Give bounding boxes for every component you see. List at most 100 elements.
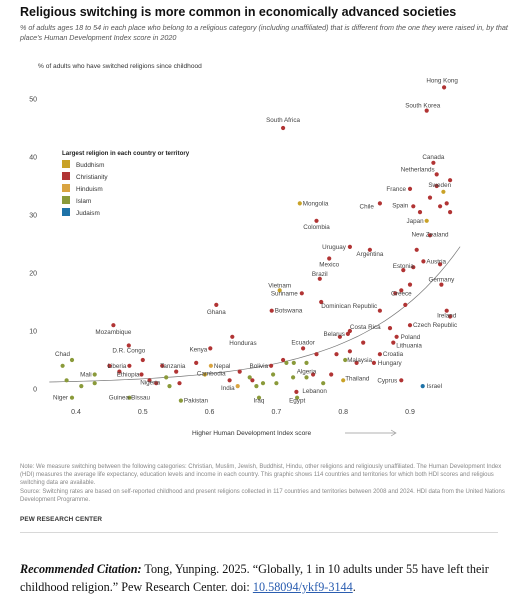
citation-text: Tong, Yunping. 2025. “Globally, 1 in 10 … xyxy=(20,562,489,594)
data-point xyxy=(274,381,279,386)
data-point xyxy=(337,334,342,339)
data-point xyxy=(438,204,443,209)
data-point xyxy=(291,375,296,380)
data-point xyxy=(444,201,449,206)
point-label-brazil: Brazil xyxy=(312,271,328,278)
point-label-japan: Japan xyxy=(407,218,425,225)
point-label-pakistan: Pakistan xyxy=(184,398,209,405)
point-label-cambodia: Cambodia xyxy=(197,371,226,378)
point-egypt xyxy=(295,395,300,400)
point-label-hong-kong: Hong Kong xyxy=(426,77,458,84)
point-mali xyxy=(92,372,97,377)
point-label-liberia: Liberia xyxy=(107,363,126,370)
chart-note: Note: We measure switching between the f… xyxy=(20,464,502,487)
data-point xyxy=(361,340,366,345)
point-niger xyxy=(69,395,75,400)
point-greece xyxy=(399,288,404,293)
point-label-croatia: Croatia xyxy=(383,351,404,358)
data-point xyxy=(194,360,199,365)
point-label-vietnam: Vietnam xyxy=(268,282,291,289)
data-point xyxy=(154,381,159,386)
y-axis-label: % of adults who have switched religions … xyxy=(38,63,202,70)
data-point xyxy=(167,384,172,389)
data-point xyxy=(314,352,319,357)
data-point xyxy=(334,352,339,357)
data-point xyxy=(448,178,453,183)
x-tick-label: 0.8 xyxy=(338,409,348,416)
point-croatia xyxy=(377,352,382,357)
divider xyxy=(20,532,498,533)
point-ecuador xyxy=(301,346,306,351)
point-label-czech-republic: Czech Republic xyxy=(413,322,457,329)
point-mexico xyxy=(327,256,332,261)
data-point xyxy=(254,384,259,389)
citation-doi-link[interactable]: 10.58094/ykf9-3144 xyxy=(252,580,353,594)
legend-title: Largest religion in each country or terr… xyxy=(62,150,190,157)
data-point xyxy=(107,363,112,368)
point-label-nepal: Nepal xyxy=(214,363,230,370)
point-label-mali: Mali xyxy=(80,372,92,379)
point-label-costa-rica: Costa Rica xyxy=(350,324,381,331)
point-japan xyxy=(424,218,429,223)
legend-swatch-judaism xyxy=(62,208,70,216)
point-argentina xyxy=(367,247,372,252)
point-vietnam xyxy=(277,288,282,293)
x-tick-label: 0.4 xyxy=(71,409,81,416)
point-bolivia xyxy=(269,363,274,368)
point-cyprus xyxy=(399,378,404,383)
data-point xyxy=(64,378,69,383)
point-chad xyxy=(69,357,75,363)
data-point xyxy=(321,381,326,386)
point-label-spain: Spain xyxy=(392,202,409,209)
point-label-nigeria: Nigeria xyxy=(140,379,160,386)
data-point xyxy=(407,282,413,287)
point-label-estonia: Estonia xyxy=(393,263,415,270)
point-label-kenya: Kenya xyxy=(189,346,207,353)
point-label-dominican-republic: Dominican Republic xyxy=(321,303,377,310)
point-spain xyxy=(411,204,416,209)
point-suriname xyxy=(299,291,304,296)
data-point xyxy=(271,372,276,377)
data-point xyxy=(60,363,65,368)
point-france xyxy=(407,186,413,191)
point-india xyxy=(235,384,240,389)
citation-end: . xyxy=(352,580,356,594)
y-tick-label: 30 xyxy=(29,213,37,220)
data-point xyxy=(427,195,433,200)
point-label-iraq: Iraq xyxy=(254,398,265,405)
point-austria xyxy=(421,259,426,264)
point-colombia xyxy=(314,218,319,223)
data-point xyxy=(281,357,286,363)
data-point xyxy=(377,308,382,313)
point-label-poland: Poland xyxy=(401,334,421,341)
legend-label-judaism: Judaism xyxy=(76,210,100,217)
point-lebanon xyxy=(294,389,299,394)
data-point xyxy=(411,265,416,270)
point-algeria xyxy=(304,375,309,380)
point-netherlands xyxy=(434,172,439,177)
point-ghana xyxy=(214,302,219,307)
point-uruguay xyxy=(347,244,352,249)
point-label-niger: Niger xyxy=(53,395,68,402)
x-axis-label: Higher Human Development Index score xyxy=(192,430,311,437)
point-label-ecuador: Ecuador xyxy=(291,339,314,346)
point-brazil xyxy=(317,276,322,281)
point-liberia xyxy=(127,363,132,368)
data-point xyxy=(227,378,232,383)
data-point xyxy=(414,247,419,252)
data-point xyxy=(92,381,97,386)
point-label-honduras: Honduras xyxy=(229,340,256,347)
point-mongolia xyxy=(297,201,302,206)
data-point xyxy=(117,369,122,374)
point-label-belarus: Belarus xyxy=(324,331,345,338)
point-label-argentina: Argentina xyxy=(356,251,383,258)
point-label-egypt: Egypt xyxy=(289,398,305,405)
citation: Recommended Citation: Tong, Yunping. 202… xyxy=(20,560,500,596)
point-label-d-r-congo: D.R. Congo xyxy=(112,348,145,355)
data-point xyxy=(448,314,453,319)
data-point xyxy=(417,210,423,215)
chart-source: Source: Switching rates are based on sel… xyxy=(20,489,505,504)
data-point xyxy=(147,378,152,383)
point-label-chile: Chile xyxy=(360,203,375,210)
data-point xyxy=(79,384,84,389)
